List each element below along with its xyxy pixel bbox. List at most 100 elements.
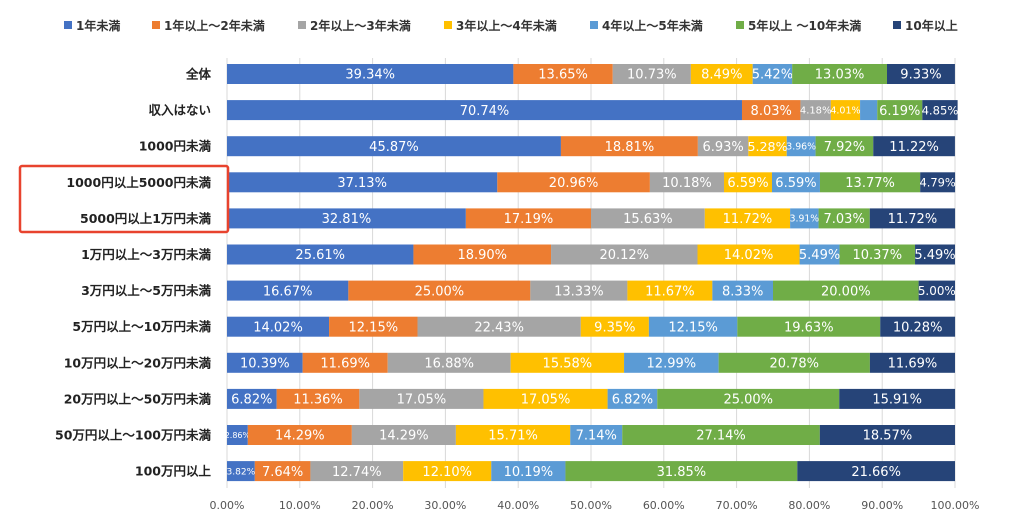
- bar-segment-3-6: [920, 172, 956, 193]
- data-label-0-1: 13.65%: [538, 68, 588, 83]
- bar-row-2: 45.87% 18.81% 6.93% 5.28%3.96% 7.92% 11.22%: [227, 136, 955, 157]
- data-label-7-2: 22.43%: [474, 320, 524, 335]
- data-label-4-3: 11.72%: [723, 212, 773, 227]
- data-label-6-3: 11.67%: [645, 284, 695, 299]
- category-label-3: 1000円以上5000円未満: [66, 175, 211, 190]
- data-label-5-1: 18.90%: [457, 248, 507, 263]
- bar-row-8: 10.39% 11.69% 16.88% 15.58% 12.99% 20.78% 11.6…: [227, 352, 955, 373]
- category-label-10: 50万円以上～100万円未満: [55, 428, 211, 443]
- bar-segment-11-1: [254, 461, 311, 482]
- bar-segment-8-4: [624, 352, 719, 373]
- data-label-8-5: 20.78%: [769, 356, 819, 371]
- x-tick-label-8: 80.00%: [788, 499, 830, 512]
- data-label-3-5: 13.77%: [845, 176, 895, 191]
- bar-segment-7-4: [648, 316, 738, 337]
- bar-segment-9-6: [839, 388, 956, 409]
- bar-segment-7-0: [227, 316, 330, 337]
- bar-segment-9-2: [359, 388, 484, 409]
- bar-segment-1-2: [800, 100, 831, 121]
- x-tick-label-2: 20.00%: [352, 499, 394, 512]
- data-label-1-5: 6.19%: [879, 104, 920, 119]
- data-label-4-2: 15.63%: [623, 212, 673, 227]
- data-label-11-0: 3.82%: [227, 467, 256, 477]
- bar-segment-7-5: [737, 316, 881, 337]
- bar-segment-9-3: [483, 388, 608, 409]
- bar-segment-1-5: [877, 100, 923, 121]
- data-label-4-5: 7.03%: [824, 212, 865, 227]
- data-label-1-3: 4.01%: [830, 106, 860, 117]
- data-label-9-3: 17.05%: [521, 393, 571, 408]
- bar-segment-4-2: [591, 208, 705, 229]
- data-label-7-4: 12.15%: [668, 320, 718, 335]
- bar-segment-0-6: [887, 64, 955, 84]
- legend-swatch-1: [152, 21, 160, 29]
- bar-segment-1-0: [227, 100, 742, 121]
- bar-segment-5-5: [839, 244, 916, 265]
- x-tick-label-4: 40.00%: [497, 499, 539, 512]
- bar-row-4: 32.81% 17.19% 15.63% 11.72% 3.91% 7.03% 11.72%: [227, 208, 956, 229]
- data-label-9-4: 6.82%: [612, 393, 653, 408]
- bar-segment-2-4: [786, 136, 816, 157]
- data-label-5-4: 5.49%: [799, 248, 840, 263]
- x-tick-label-3: 30.00%: [424, 499, 466, 512]
- data-label-7-1: 12.15%: [349, 320, 399, 335]
- bar-segment-3-5: [819, 172, 921, 193]
- bar-segment-4-3: [704, 208, 791, 229]
- bar-segment-0-2: [612, 64, 691, 84]
- data-label-0-5: 13.03%: [815, 68, 865, 83]
- bar-segment-11-4: [491, 461, 566, 482]
- data-label-11-4: 10.19%: [504, 465, 554, 480]
- bar-segment-3-1: [497, 172, 650, 193]
- bar-segment-2-1: [560, 136, 698, 157]
- chart-bars: 39.34% 13.65% 10.73% 8.49% 5.42% 13.03% 9.33% 7…: [225, 64, 958, 482]
- category-label-1: 収入はない: [148, 103, 211, 118]
- bar-segment-7-6: [880, 316, 956, 337]
- legend-swatch-6: [893, 21, 901, 29]
- bar-segment-8-5: [718, 352, 870, 373]
- bar-segment-5-1: [413, 244, 552, 265]
- data-label-4-1: 17.19%: [504, 212, 554, 227]
- data-label-10-0: 2.86%: [225, 431, 251, 440]
- category-label-8: 10万円以上～20万円未満: [64, 355, 212, 370]
- legend-label-3: 3年以上～4年未満: [456, 18, 557, 33]
- bar-row-0: 39.34% 13.65% 10.73% 8.49% 5.42% 13.03% 9.33%: [227, 64, 955, 84]
- bar-segment-8-1: [302, 352, 388, 373]
- bar-segment-10-6: [819, 425, 955, 445]
- bar-segment-2-2: [697, 136, 749, 157]
- data-label-0-6: 9.33%: [900, 68, 941, 83]
- bar-segment-3-2: [649, 172, 725, 193]
- bar-segment-11-6: [797, 461, 955, 482]
- legend-label-1: 1年以上～2年未満: [164, 18, 265, 33]
- category-label-7: 5万円以上～10万円未満: [72, 319, 211, 334]
- data-label-7-0: 14.02%: [253, 320, 303, 335]
- bar-segment-1-1: [741, 100, 801, 121]
- bar-segment-0-4: [752, 64, 793, 84]
- bar-segment-2-6: [873, 136, 955, 157]
- bar-segment-4-4: [790, 208, 819, 229]
- data-label-7-6: 10.28%: [893, 320, 943, 335]
- data-label-2-1: 18.81%: [605, 140, 655, 155]
- data-label-6-1: 25.00%: [415, 284, 465, 299]
- x-axis-tick-labels: 0.00% 10.00% 20.00% 30.00% 40.00% 50.00% 60.00…: [210, 499, 980, 512]
- data-label-3-4: 6.59%: [775, 176, 816, 191]
- data-label-3-1: 20.96%: [549, 176, 599, 191]
- bar-segment-9-5: [657, 388, 840, 409]
- data-label-4-4: 3.91%: [790, 214, 820, 225]
- data-label-8-4: 12.99%: [647, 356, 697, 371]
- data-label-6-2: 13.33%: [554, 284, 604, 299]
- data-label-3-0: 37.13%: [337, 176, 387, 191]
- bar-row-10: 2.86% 14.29% 14.29% 15.71% 7.14% 27.14% 18.57%: [225, 425, 955, 445]
- data-label-6-6: 5.00%: [918, 284, 956, 298]
- data-label-1-1: 8.03%: [751, 104, 792, 119]
- bar-segment-4-5: [818, 208, 870, 229]
- bar-segment-1-3: [830, 100, 861, 121]
- x-tick-label-0: 0.00%: [210, 499, 245, 512]
- bar-segment-7-1: [329, 316, 418, 337]
- data-label-0-4: 5.42%: [752, 68, 793, 83]
- data-label-9-2: 17.05%: [397, 393, 447, 408]
- x-tick-label-1: 10.00%: [279, 499, 321, 512]
- bar-segment-0-0: [227, 64, 514, 84]
- category-label-2: 1000円未満: [139, 139, 212, 154]
- data-label-3-6: 4.79%: [919, 175, 955, 189]
